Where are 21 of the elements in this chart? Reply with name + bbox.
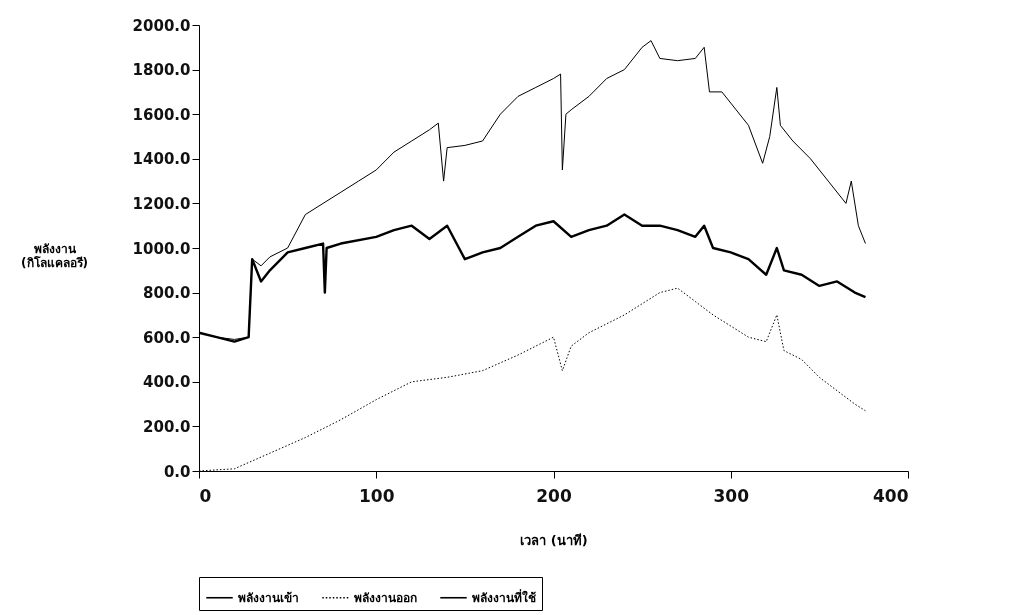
x-tick-label: 400 [873,485,909,506]
y-tick-label: 400.0 [143,373,191,392]
y-tick-label: 1600.0 [132,105,191,124]
y-tick-label: 200.0 [143,417,191,436]
y-tick-label: 2000.0 [132,16,191,35]
x-tick-label: 0 [199,485,212,506]
y-tick-label: 1800.0 [132,61,191,80]
y-tick-label: 1400.0 [132,150,191,169]
x-tick-label: 200 [536,485,572,506]
x-tick-label: 300 [713,485,750,506]
y-tick-label: 0.0 [163,462,191,481]
legend-label: พลังงานที่ใช้ [472,588,536,605]
y-tick-label: 600.0 [143,328,191,347]
y-tick-label: 800.0 [143,284,191,303]
y-tick-label: 1200.0 [132,194,191,213]
y-tick-label: 1000.0 [132,239,191,258]
x-axis-title: เวลา (นาที) [520,532,588,548]
legend-label: พลังงานออก [354,590,417,605]
legend-label: พลังงานเข้า [238,590,299,605]
y-axis-title: พลังงาน (กิโลแคลอรี) [21,241,88,270]
x-tick-label: 100 [359,485,395,506]
